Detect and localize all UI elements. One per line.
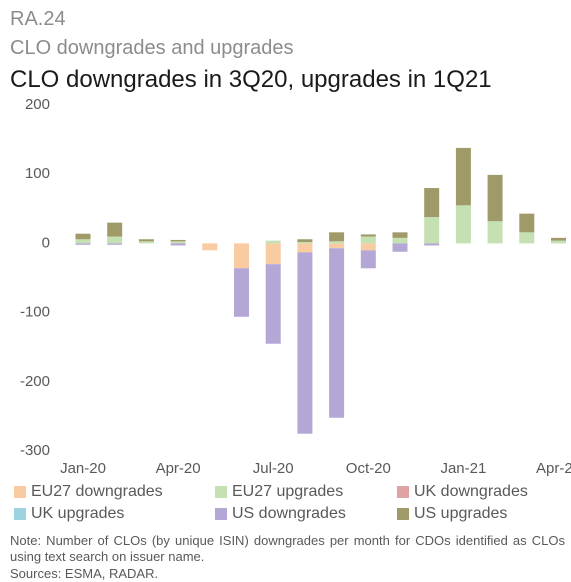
bar-segment [424,188,440,218]
bar-segment [107,243,123,245]
y-tick-label: -100 [20,304,50,321]
bar-segment [265,264,281,344]
bar-segment [360,250,376,269]
bar-segment [170,243,186,246]
x-tick-label: Apr-21 [536,460,571,477]
bar-segment [75,233,91,240]
bar-segment [551,240,566,244]
x-tick-label: Jan-21 [440,460,486,477]
x-tick-label: Jul-20 [253,460,294,477]
x-tick-label: Apr-20 [156,460,201,477]
legend-label: EU27 upgrades [232,483,343,500]
bar-segment [392,243,408,252]
bar-segment [392,237,408,244]
note: Note: Number of CLOs (by unique ISIN) do… [10,533,565,564]
bar-segment [329,232,345,242]
bar-segment [329,243,345,249]
bar-segment [75,243,91,245]
bar-segment [360,236,376,244]
figure-label: RA.24 [10,8,66,30]
bar-segment [138,239,154,242]
legend-label: US upgrades [414,505,507,522]
bar-segment [329,248,345,418]
y-tick-label: -300 [20,442,50,459]
bar-segment [138,241,154,244]
bar-segment [265,240,281,244]
legend-swatch [397,486,409,498]
bar-segment [519,232,535,244]
bar-segment [424,217,440,244]
bar-segment [107,236,123,244]
bar-segment [234,268,249,317]
x-tick-label: Oct-20 [346,460,391,477]
bar-segment [202,243,218,251]
legend-label: US downgrades [232,505,346,522]
bar-segment [265,243,281,265]
legend-label: UK upgrades [31,505,124,522]
subtitle: CLO downgrades and upgrades [10,37,294,59]
bar-segment [392,232,408,238]
x-tick-label: Jan-20 [60,460,106,477]
bar-segment [360,234,376,237]
bar-segment [487,174,503,222]
legend-swatch [215,508,227,520]
bar-segment [297,243,313,253]
chart-title: CLO downgrades in 3Q20, upgrades in 1Q21 [10,66,492,93]
bar-segment [519,213,535,233]
bar-segment [297,252,313,434]
bar-segment [455,147,471,206]
sources: Sources: ESMA, RADAR. [10,566,159,581]
y-tick-label: -200 [20,373,50,390]
bar-segment [170,239,186,242]
bar-segment [329,241,345,244]
legend-label: EU27 downgrades [31,483,163,500]
bar-segment [297,242,313,244]
legend-swatch [14,508,26,520]
bar-segment [170,241,186,244]
bar-segment [487,221,503,244]
bar-segment [297,239,313,243]
legend-label: UK downgrades [414,483,528,500]
bar-segment [424,243,440,246]
legend-swatch [397,508,409,520]
bar-segment [234,243,249,269]
bar-segment [360,243,376,251]
legend-swatch [215,486,227,498]
y-tick-label: 200 [25,96,50,113]
y-tick-label: 0 [42,234,50,251]
bar-segment [455,205,471,244]
bar-segment [75,239,91,244]
chart: -300 -200 -100 0 100 200 Jan-20 Apr-20 Jul-20 Oct… [14,96,571,522]
legend-swatch [14,486,26,498]
bar-segment [107,222,123,237]
y-tick-label: 100 [25,165,50,182]
bar-segment [551,237,566,241]
